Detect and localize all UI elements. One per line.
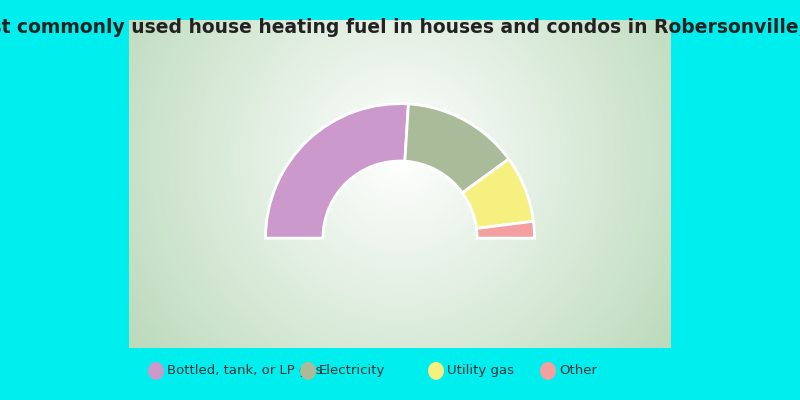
Ellipse shape: [300, 362, 316, 380]
Text: Utility gas: Utility gas: [447, 364, 514, 377]
Wedge shape: [405, 104, 509, 193]
Ellipse shape: [428, 362, 444, 380]
Wedge shape: [266, 104, 409, 238]
Text: Most commonly used house heating fuel in houses and condos in Robersonville, NC: Most commonly used house heating fuel in…: [0, 18, 800, 37]
Text: Other: Other: [559, 364, 597, 377]
Wedge shape: [477, 221, 534, 238]
Text: Bottled, tank, or LP gas: Bottled, tank, or LP gas: [167, 364, 322, 377]
Text: Electricity: Electricity: [319, 364, 386, 377]
Ellipse shape: [540, 362, 556, 380]
Wedge shape: [462, 159, 534, 228]
Ellipse shape: [148, 362, 164, 380]
